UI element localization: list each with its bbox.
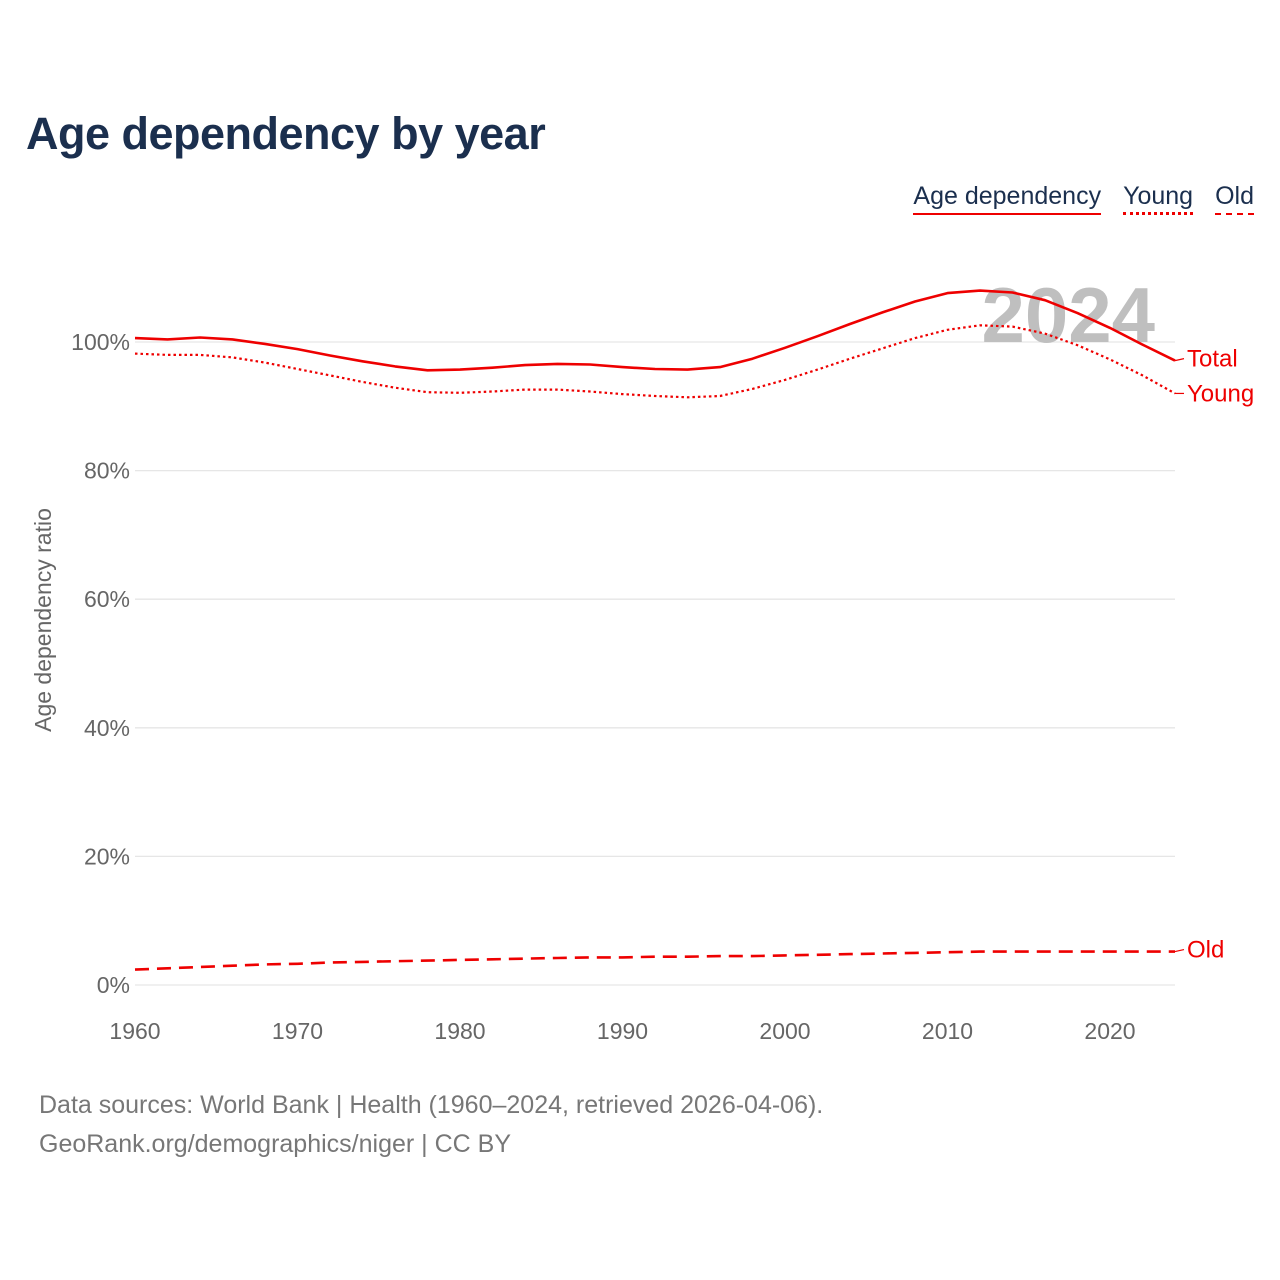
end-label-young: Young [1187,380,1254,407]
x-tick-label: 2000 [759,1018,810,1044]
series-line-young [134,324,1176,399]
year-watermark: 2024 [981,271,1155,359]
legend-label: Age dependency [913,182,1102,210]
y-tick-label: 20% [84,843,130,869]
y-axis-label: Age dependency ratio [30,508,56,732]
legend-swatch-dotted [1123,212,1194,215]
legend-swatch-dashed [1215,213,1254,215]
source-line: Data sources: World Bank | Health (1960–… [39,1091,824,1119]
legend-label: Young [1123,182,1194,210]
y-tick-label: 80% [84,458,130,484]
x-tick-label: 2010 [922,1018,973,1044]
x-tick-label: 1980 [434,1018,485,1044]
legend-item-age-dependency[interactable]: Age dependency [913,182,1102,215]
y-tick-label: 100% [71,329,130,355]
series-line-old [134,950,1175,971]
end-label-connector [1174,358,1185,362]
end-label-connector [1174,948,1185,953]
x-tick-label: 2020 [1084,1018,1135,1044]
attribution-line: GeoRank.org/demographics/niger | CC BY [39,1130,511,1158]
legend-item-old[interactable]: Old [1215,182,1254,215]
legend-label: Old [1215,182,1254,210]
legend-swatch-solid [913,213,1102,215]
x-tick-label: 1960 [109,1018,160,1044]
source-notes: Data sources: World Bank | Health (1960–… [39,1086,823,1164]
x-tick-label: 1970 [272,1018,323,1044]
series-line-total [134,289,1176,372]
legend: Age dependency Young Old [913,182,1254,215]
y-tick-label: 40% [84,715,130,741]
legend-item-young[interactable]: Young [1123,182,1194,215]
chart-title: Age dependency by year [26,108,546,159]
y-tick-label: 60% [84,586,130,612]
y-tick-label: 0% [97,972,130,998]
x-tick-label: 1990 [597,1018,648,1044]
end-label-old: Old [1187,937,1224,964]
end-label-total: Total [1187,346,1238,373]
